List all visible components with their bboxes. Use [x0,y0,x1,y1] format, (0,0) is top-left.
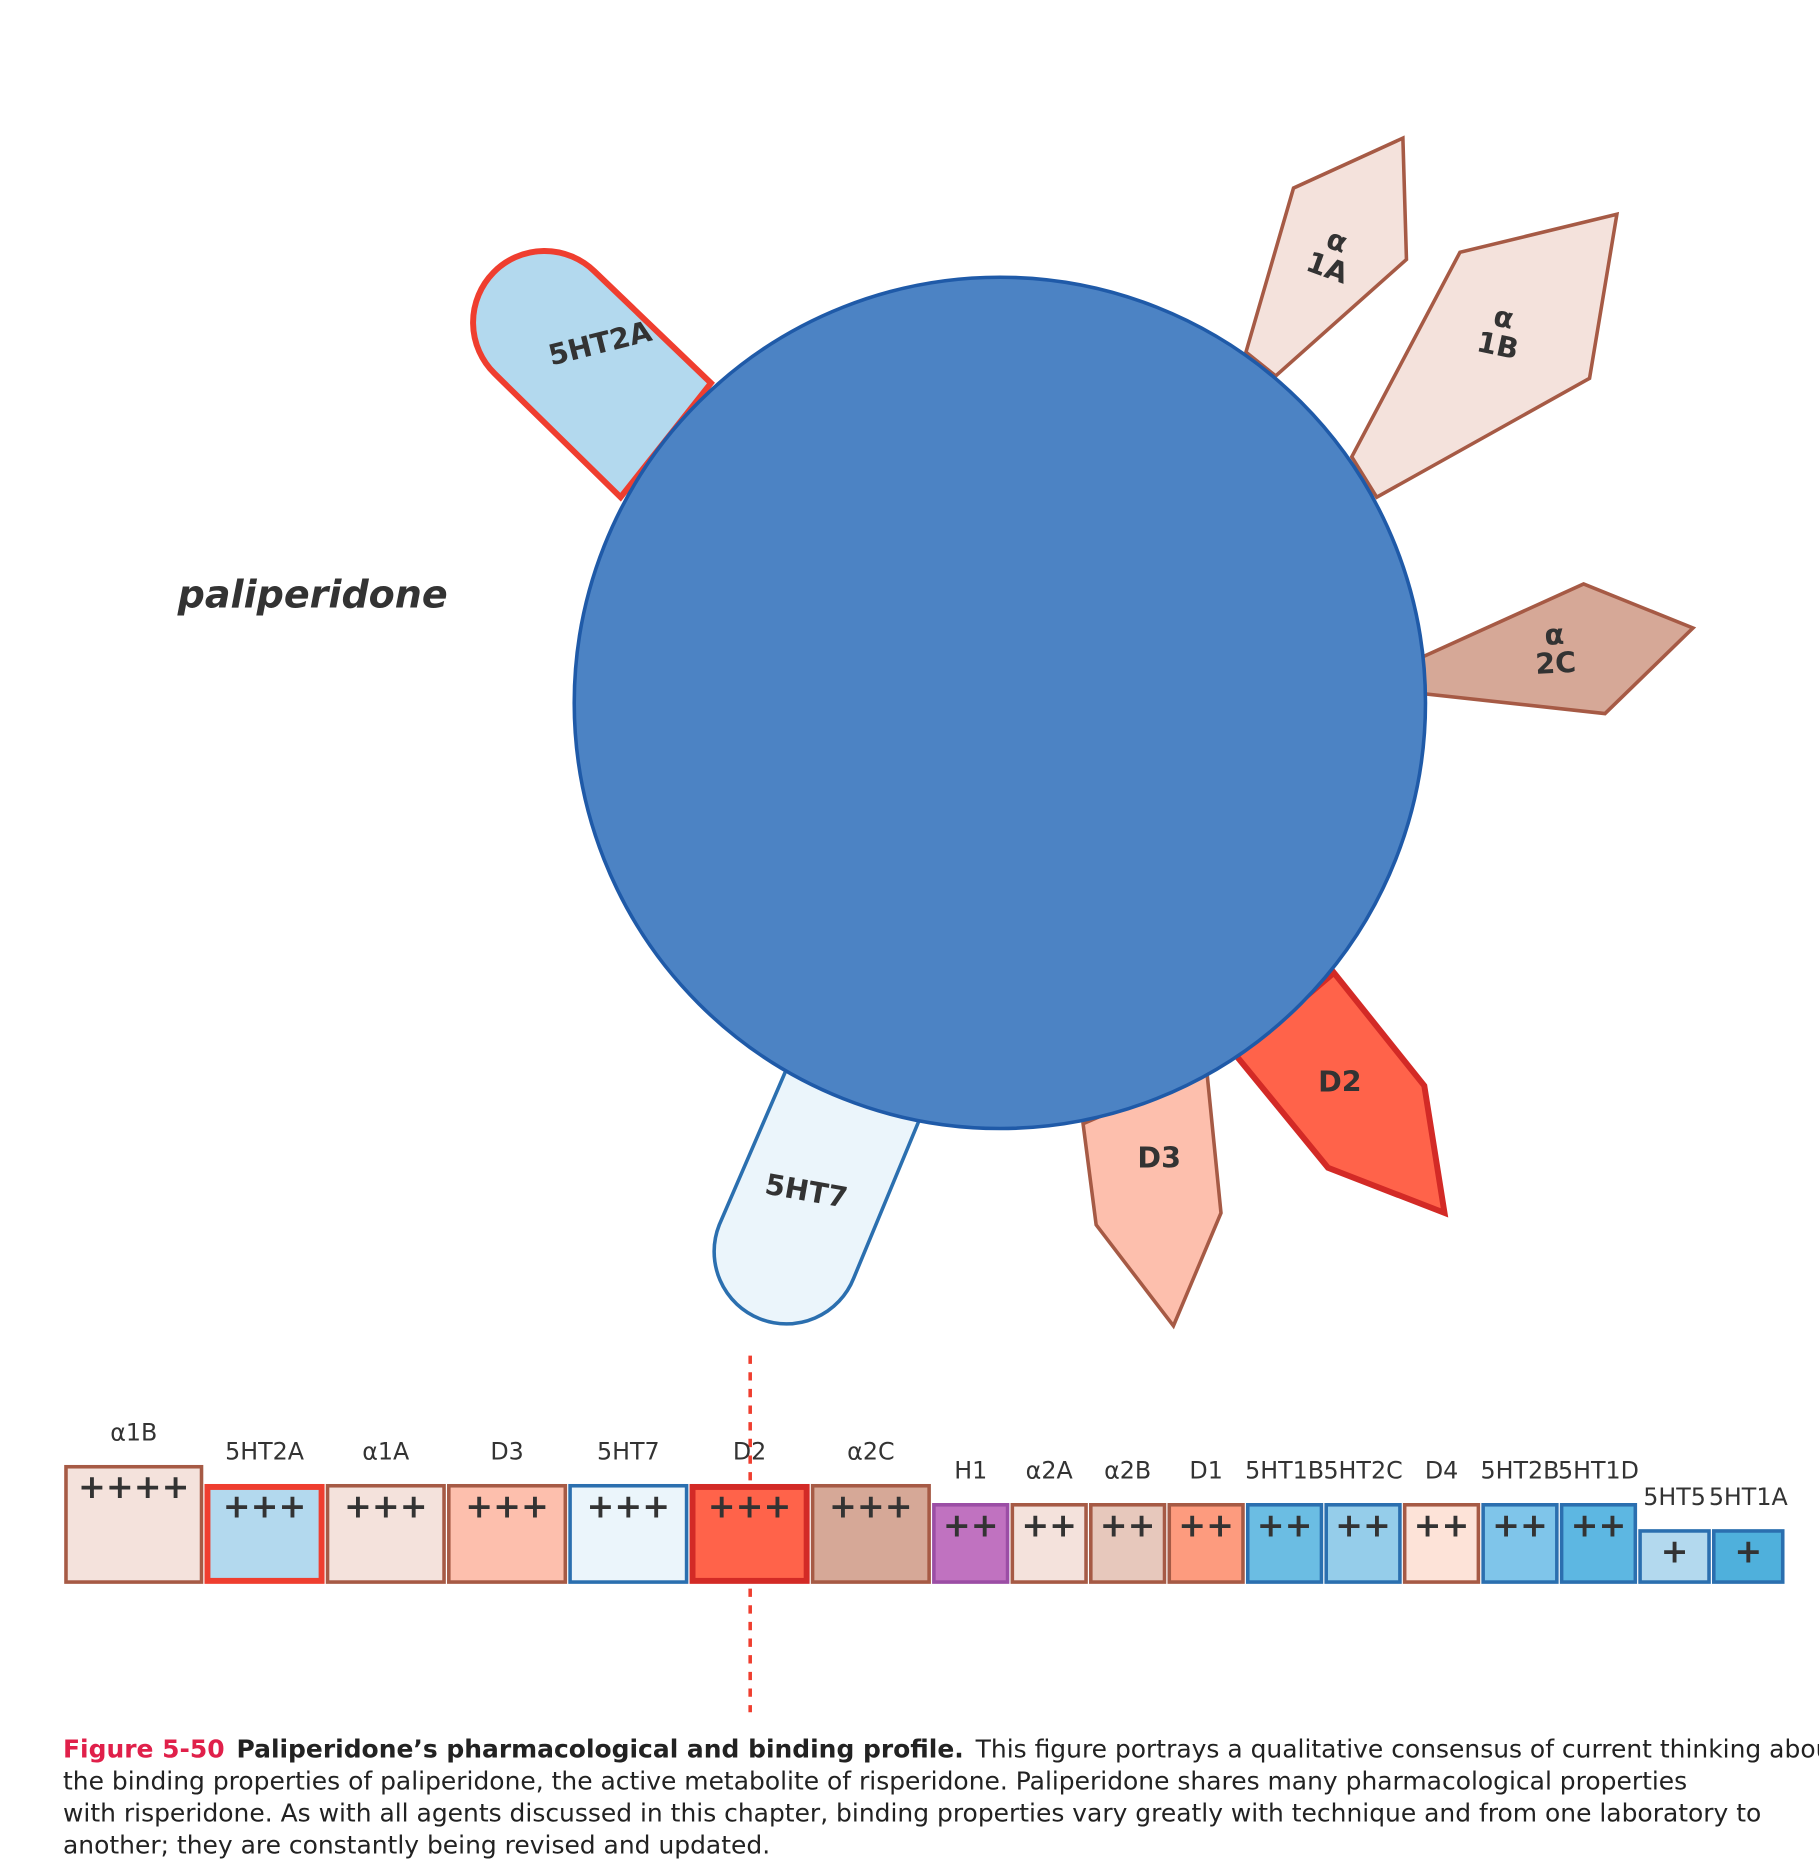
receptor-shape [1349,211,1620,500]
binding-strength: ++ [1100,1505,1156,1544]
receptor-label: α1B [1474,297,1527,366]
binding-box [568,1483,689,1584]
binding-box [1089,1503,1167,1584]
receptor-label: D2 [1318,1065,1362,1098]
binding-box [1712,1529,1785,1584]
receptor-shape [712,1065,923,1326]
binding-box [1402,1503,1481,1584]
binding-strength: ++ [1335,1505,1391,1544]
binding-strength: +++ [587,1486,671,1525]
receptor-name: α1A [362,1438,410,1466]
receptor-label: α2C [1533,617,1577,681]
receptor-name: 5HT2B [1481,1457,1560,1485]
caption-body: This figure portrays a qualitative conse… [975,1734,1819,1763]
receptor-name: α2A [1026,1457,1074,1485]
binding-strength: ++ [1021,1505,1077,1544]
binding-box [1559,1503,1638,1584]
binding-strength: +++ [829,1486,913,1525]
binding-bar: α1B++++5HT2A+++α1A+++D3+++5HT7+++D2+++α2… [64,1419,1789,1584]
receptor-name: D1 [1189,1457,1222,1485]
receptor-name: α2C [847,1438,894,1466]
receptor-shape [470,248,715,502]
binding-strength: +++ [344,1486,428,1525]
binding-strength: ++ [1257,1505,1313,1544]
binding-box [1167,1503,1245,1584]
receptor-name: 5HT1D [1558,1457,1639,1485]
drug-name: paliperidone [177,573,448,617]
receptor-label-line: 2C [1535,646,1577,681]
binding-strength: ++ [943,1505,999,1544]
receptor-name: 5HT2C [1323,1457,1402,1485]
binding-box [1638,1529,1711,1584]
binding-box [1324,1503,1402,1584]
binding-box [1245,1503,1324,1584]
receptor-name: 5HT1B [1245,1457,1324,1485]
figure-label: Figure 5-50 [63,1734,225,1763]
caption-body: with risperidone. As with all agents dis… [63,1799,1761,1828]
binding-strength: +++ [465,1486,549,1525]
receptor-name: 5HT2A [225,1438,305,1466]
binding-strength: ++ [1571,1505,1627,1544]
binding-strength: ++ [1414,1505,1470,1544]
binding-box [932,1503,1010,1584]
receptor-name: α1B [110,1419,157,1447]
binding-strength: ++ [1178,1505,1234,1544]
receptor-label: D3 [1137,1141,1181,1174]
caption-line: Figure 5-50 Paliperidone’s pharmacologica… [63,1734,1819,1763]
binding-strength: +++ [223,1486,307,1525]
binding-box [447,1483,568,1584]
receptor-name: D4 [1425,1457,1458,1485]
binding-box [204,1483,325,1584]
caption-body: the binding properties of paliperidone, … [63,1767,1687,1796]
receptor-name: D3 [490,1438,523,1466]
binding-box [64,1464,204,1584]
binding-strength: ++++ [78,1467,190,1506]
binding-box [325,1483,446,1584]
binding-box [1010,1503,1088,1584]
binding-strength: + [1661,1531,1689,1570]
receptor-name: 5HT5 [1643,1483,1706,1511]
drug-circle [572,275,1428,1131]
receptor-name: 5HT1A [1709,1483,1789,1511]
receptor-name: 5HT7 [597,1438,660,1466]
binding-box [689,1483,810,1584]
binding-box [810,1483,931,1584]
binding-box [1481,1503,1559,1584]
receptor-name: D2 [733,1438,766,1466]
receptor-name: α2B [1104,1457,1151,1485]
binding-strength: ++ [1492,1505,1548,1544]
receptor-name: H1 [954,1457,987,1485]
receptor-shape [1243,135,1409,379]
binding-strength: +++ [708,1486,792,1525]
binding-strength: + [1734,1531,1762,1570]
caption-title: Paliperidone’s pharmacological and bindi… [236,1734,963,1763]
caption-body: another; they are constantly being revis… [63,1831,770,1860]
receptor-label-line: α [1544,618,1565,652]
